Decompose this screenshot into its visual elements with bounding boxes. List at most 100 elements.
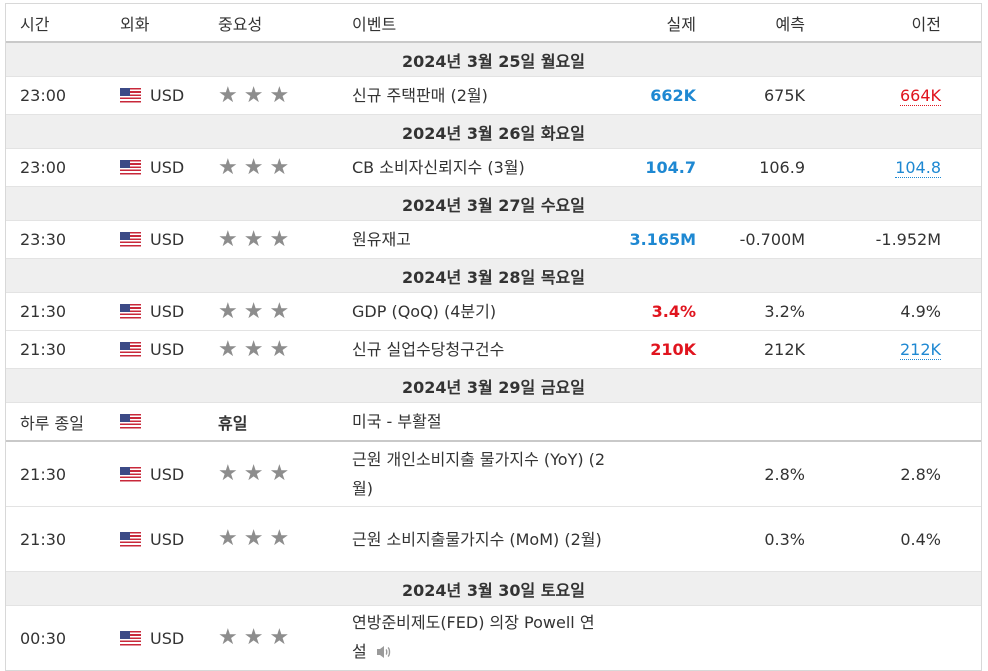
event-forecast: 0.3% [706, 506, 811, 572]
importance-cell: ★★★ [218, 506, 352, 572]
importance-cell: ★★★ [218, 605, 352, 671]
event-previous-cell: 2.8% [811, 441, 981, 507]
event-time: 21:30 [6, 330, 120, 369]
day-header-row: 2024년 3월 30일 토요일 [6, 571, 981, 606]
event-name-cell: CB 소비자신뢰지수 (3월) [352, 148, 606, 187]
event-currency: USD [150, 464, 185, 484]
header-previous[interactable]: 이전 [811, 4, 981, 43]
event-currency: USD [150, 529, 185, 549]
day-label: 2024년 3월 25일 월요일 [6, 42, 981, 77]
importance-cell: ★★★ [218, 148, 352, 187]
day-header-row: 2024년 3월 28일 목요일 [6, 258, 981, 293]
event-previous[interactable]: 664K [899, 86, 941, 106]
event-name-link[interactable]: 원유재고 [352, 230, 411, 249]
header-currency[interactable]: 외화 [120, 4, 218, 43]
event-actual: 3.4% [651, 302, 696, 321]
event-currency-cell: USD [120, 506, 218, 572]
importance-stars-icon: ★★★ [218, 526, 296, 551]
event-forecast: 106.9 [706, 148, 811, 187]
us-flag-icon [120, 466, 141, 482]
importance-cell: ★★★ [218, 76, 352, 115]
event-time: 23:00 [6, 76, 120, 115]
header-time[interactable]: 시간 [6, 4, 120, 43]
importance-stars-icon: ★★★ [218, 461, 296, 486]
event-previous-cell: 104.8 [811, 148, 981, 187]
day-label: 2024년 3월 27일 수요일 [6, 186, 981, 221]
event-currency-cell: USD [120, 148, 218, 187]
holiday-empty [811, 402, 981, 442]
holiday-time: 하루 종일 [6, 402, 120, 442]
day-label: 2024년 3월 29일 금요일 [6, 368, 981, 403]
header-event[interactable]: 이벤트 [352, 4, 606, 43]
event-row[interactable]: 23:30 USD ★★★ 원유재고 3.165M -0.700M -1.952M [6, 220, 981, 259]
day-header-row: 2024년 3월 29일 금요일 [6, 368, 981, 403]
event-name-link[interactable]: 연방준비제도(FED) 의장 Powell 연설 [352, 612, 595, 661]
event-actual-cell: 210K [606, 330, 706, 369]
event-actual: 3.165M [629, 230, 696, 249]
event-forecast: 3.2% [706, 292, 811, 331]
event-previous[interactable]: 212K [899, 340, 941, 360]
event-currency: USD [150, 158, 185, 177]
event-name-link[interactable]: GDP (QoQ) (4분기) [352, 302, 497, 321]
importance-stars-icon: ★★★ [218, 226, 296, 252]
importance-stars-icon: ★★★ [218, 298, 296, 324]
event-currency: USD [150, 628, 185, 648]
importance-stars-icon: ★★★ [218, 154, 296, 180]
us-flag-icon [120, 414, 141, 429]
event-currency-cell: USD [120, 330, 218, 369]
event-row[interactable]: 00:30 USD ★★★ 연방준비제도(FED) 의장 Powell 연설 [6, 605, 981, 671]
us-flag-icon [120, 304, 141, 319]
importance-stars-icon: ★★★ [218, 625, 296, 650]
event-row[interactable]: 21:30 USD ★★★ GDP (QoQ) (4분기) 3.4% 3.2% 4.9% [6, 292, 981, 331]
event-time: 23:30 [6, 220, 120, 259]
event-currency: USD [150, 230, 185, 249]
event-currency-cell: USD [120, 605, 218, 671]
event-actual-cell [606, 441, 706, 507]
event-actual-cell: 3.4% [606, 292, 706, 331]
event-currency: USD [150, 86, 185, 105]
event-actual: 210K [650, 340, 696, 359]
us-flag-icon [120, 342, 141, 357]
day-label: 2024년 3월 28일 목요일 [6, 258, 981, 293]
event-row[interactable]: 21:30 USD ★★★ 근원 개인소비지출 물가지수 (YoY) (2월) 2.8%… [6, 441, 981, 507]
importance-cell: ★★★ [218, 441, 352, 507]
event-previous-cell: 4.9% [811, 292, 981, 331]
event-actual-cell: 104.7 [606, 148, 706, 187]
speaker-icon[interactable] [375, 640, 393, 669]
event-row[interactable]: 23:00 USD ★★★ CB 소비자신뢰지수 (3월) 104.7 106.9 104.… [6, 148, 981, 187]
holiday-label: 휴일 [218, 402, 352, 442]
event-row[interactable]: 21:30 USD ★★★ 근원 소비지출물가지수 (MoM) (2월) 0.3% 0.4… [6, 506, 981, 572]
us-flag-icon [120, 630, 141, 646]
header-forecast[interactable]: 예측 [706, 4, 811, 43]
event-time: 23:00 [6, 148, 120, 187]
header-importance[interactable]: 중요성 [218, 4, 352, 43]
holiday-name: 미국 - 부활절 [352, 402, 606, 442]
event-name-link[interactable]: 신규 주택판매 (2월) [352, 86, 488, 105]
event-previous[interactable]: 104.8 [895, 158, 941, 178]
event-name-link[interactable]: 근원 개인소비지출 물가지수 (YoY) (2월) [352, 450, 606, 498]
event-row[interactable]: 23:00 USD ★★★ 신규 주택판매 (2월) 662K 675K 664K [6, 76, 981, 115]
importance-cell: ★★★ [218, 292, 352, 331]
event-name-link[interactable]: CB 소비자신뢰지수 (3월) [352, 158, 525, 177]
event-name-link[interactable]: 신규 실업수당청구건수 [352, 340, 505, 359]
holiday-empty [706, 402, 811, 442]
holiday-row: 하루 종일 휴일 미국 - 부활절 [6, 402, 981, 442]
event-previous: 0.4% [900, 529, 941, 549]
holiday-currency-cell [120, 402, 218, 442]
event-previous: -1.952M [875, 230, 941, 249]
event-previous-cell: 212K [811, 330, 981, 369]
header-actual[interactable]: 실제 [606, 4, 706, 43]
day-header-row: 2024년 3월 27일 수요일 [6, 186, 981, 221]
us-flag-icon [120, 531, 141, 547]
importance-stars-icon: ★★★ [218, 336, 296, 362]
event-time: 21:30 [6, 506, 120, 572]
event-time: 21:30 [6, 441, 120, 507]
event-previous-cell: 0.4% [811, 506, 981, 572]
event-row[interactable]: 21:30 USD ★★★ 신규 실업수당청구건수 210K 212K 212K [6, 330, 981, 369]
event-previous-cell: 664K [811, 76, 981, 115]
event-currency-cell: USD [120, 220, 218, 259]
event-actual-cell [606, 605, 706, 671]
event-name-link[interactable]: 근원 소비지출물가지수 (MoM) (2월) [352, 529, 602, 549]
event-name-cell: 연방준비제도(FED) 의장 Powell 연설 [352, 605, 606, 671]
event-currency-cell: USD [120, 292, 218, 331]
